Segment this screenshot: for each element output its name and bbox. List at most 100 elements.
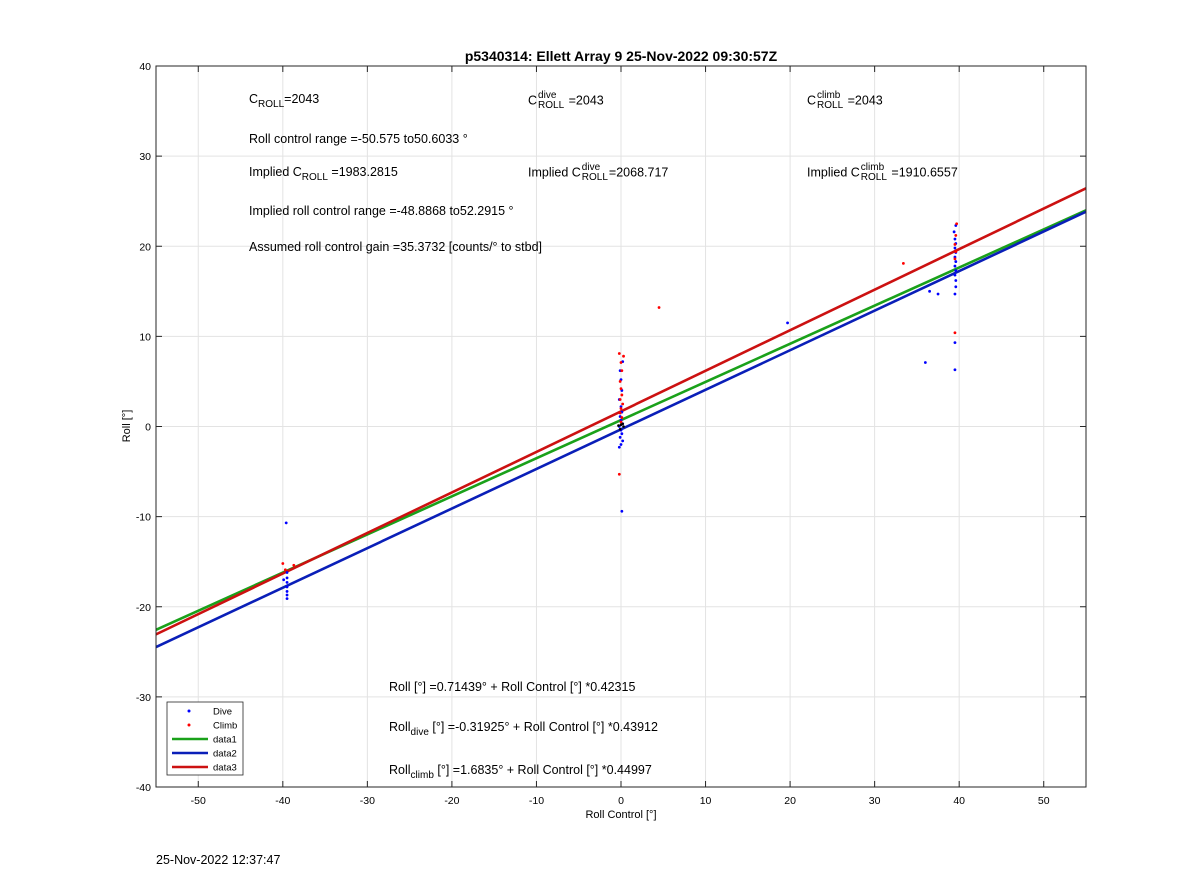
dive-point: [954, 285, 958, 289]
footer-timestamp: 25-Nov-2022 12:37:47: [156, 853, 281, 867]
x-axis-label: Roll Control [°]: [585, 809, 656, 821]
dive-point: [954, 260, 958, 263]
y-axis-label: Roll [°]: [121, 410, 133, 443]
center-point: [621, 422, 624, 426]
y-tick-label: 30: [139, 151, 151, 163]
climb-point: [953, 257, 957, 261]
dive-point: [953, 368, 957, 372]
x-tick-label: -30: [360, 795, 375, 807]
climb-point: [657, 306, 661, 309]
legend-marker-dive: [187, 709, 191, 713]
x-tick-label: 10: [700, 795, 712, 807]
dive-point: [936, 292, 940, 296]
equation-dive: Rolldive [°] =-0.31925° + Roll Control […: [389, 720, 658, 738]
x-tick-label: -50: [191, 795, 206, 807]
climb-point: [292, 563, 296, 567]
y-tick-label: 10: [139, 331, 151, 343]
dive-point: [617, 445, 621, 449]
y-tick-label: -10: [136, 512, 151, 524]
climb-point: [622, 354, 625, 358]
dive-point: [953, 264, 957, 268]
assumed-gain: Assumed roll control gain =35.3732 [coun…: [249, 240, 543, 254]
dive-point: [284, 521, 288, 525]
climb-point: [618, 398, 622, 401]
legend: Dive Climb data1 data2 data3: [166, 701, 244, 776]
implied-c-roll: Implied CROLL =1983.2815: [249, 165, 398, 183]
climb-point: [620, 369, 624, 373]
climb-point: [618, 411, 622, 415]
center-point: [618, 427, 622, 431]
x-tick-label: 40: [953, 795, 965, 807]
roll-control-range: Roll control range =-50.575 to50.6033 °: [249, 132, 468, 146]
chart-title: p5340314: Ellett Array 9 25-Nov-2022 09:…: [465, 48, 778, 64]
dive-point: [282, 578, 286, 582]
climb-point: [283, 568, 287, 572]
legend-label-data2: data2: [213, 749, 237, 760]
dive-point: [954, 279, 958, 282]
climb-point: [619, 387, 623, 391]
x-tick-label: -20: [444, 795, 459, 807]
c-roll-annotation: CROLL=2043: [249, 92, 320, 110]
legend-marker-climb: [187, 723, 191, 727]
x-tick-label: 20: [784, 795, 796, 807]
x-tick-label: -40: [275, 795, 290, 807]
dive-point: [285, 597, 289, 601]
legend-label-data1: data1: [213, 735, 237, 746]
dive-point: [953, 237, 957, 241]
x-tick-label: 0: [618, 795, 624, 807]
equation-all: Roll [°] =0.71439° + Roll Control [°] *0…: [389, 680, 636, 694]
dive-point: [953, 292, 957, 296]
dive-point: [285, 571, 289, 574]
climb-point: [618, 380, 622, 383]
dive-point: [786, 321, 789, 325]
equation-climb: Rollclimb [°] =1.6835° + Roll Control [°…: [389, 763, 652, 781]
dive-point: [285, 590, 289, 593]
dive-point: [953, 341, 957, 345]
dive-point: [923, 361, 927, 364]
y-tick-label: -30: [136, 692, 151, 704]
climb-point: [621, 402, 625, 406]
x-tick-label: -10: [529, 795, 544, 807]
legend-label-data3: data3: [213, 763, 237, 774]
climb-point: [954, 250, 958, 254]
x-tick-label: 50: [1038, 795, 1050, 807]
climb-point: [953, 331, 957, 335]
legend-label-climb: Climb: [213, 721, 237, 732]
dive-point: [285, 585, 289, 589]
climb-point: [281, 562, 285, 565]
climb-point: [619, 420, 623, 424]
dive-point: [620, 432, 624, 436]
y-tick-label: -40: [136, 782, 151, 794]
y-tick-label: 0: [145, 422, 151, 434]
climb-point: [953, 243, 957, 246]
dive-point: [953, 246, 957, 250]
x-tick-label: 30: [869, 795, 881, 807]
dive-point: [928, 289, 931, 293]
dive-point: [953, 273, 957, 277]
dive-point: [618, 435, 622, 439]
dive-point: [954, 269, 958, 272]
dive-point: [285, 593, 289, 597]
ticks: -50 -40 -30 -20 -10 0 10 20 30 40 50 -40 -30 -20 -10 0 1…: [136, 61, 1086, 807]
climb-point: [617, 472, 621, 476]
y-tick-label: 40: [139, 61, 151, 73]
dive-point: [619, 443, 623, 446]
implied-range: Implied roll control range =-48.8868 to5…: [249, 204, 514, 218]
climb-point: [619, 407, 623, 410]
dive-point: [952, 230, 956, 234]
y-tick-label: -20: [136, 602, 151, 614]
legend-label-dive: Dive: [213, 707, 232, 718]
climb-point: [617, 352, 621, 355]
dive-point: [285, 576, 289, 580]
dive-point: [285, 581, 289, 584]
y-tick-label: 20: [139, 241, 151, 253]
climb-point: [901, 261, 905, 265]
dive-point: [621, 439, 625, 443]
climb-point: [620, 416, 624, 419]
climb-point: [620, 393, 624, 397]
